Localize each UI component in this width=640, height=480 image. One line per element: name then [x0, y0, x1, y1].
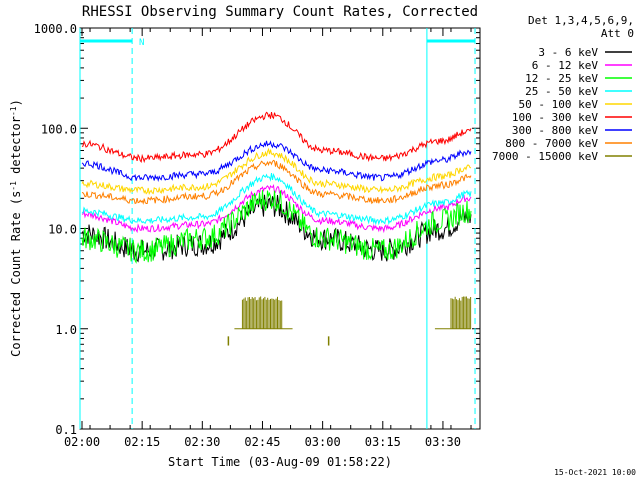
legend-label-7: 800 - 7000 keV: [505, 137, 598, 150]
x-axis-label: Start Time (03-Aug-09 01:58:22): [168, 455, 392, 469]
series-line-3: [81, 172, 472, 226]
series-line-1: [81, 183, 472, 234]
legend-label-3: 25 - 50 keV: [525, 85, 598, 98]
x-tick-label-4: 03:00: [305, 435, 341, 449]
x-tick-label-0: 02:00: [64, 435, 100, 449]
x-tick-label-2: 02:30: [184, 435, 220, 449]
y-tick-label-1: 100.0: [41, 122, 77, 136]
legend-header-2: Att 0: [601, 27, 634, 40]
series-line-0: [81, 194, 472, 263]
chart-title: RHESSI Observing Summary Count Rates, Co…: [82, 4, 478, 20]
legend-label-4: 50 - 100 keV: [519, 98, 599, 111]
y-tick-label-0: 1000.0: [34, 22, 77, 36]
series-layer: [81, 111, 472, 346]
series-line-7: [81, 159, 472, 205]
x-axis: 02:00 02:15 02:30 02:45 03:00 03:15 03:30: [64, 28, 472, 449]
y-tick-label-2: 10.0: [48, 223, 77, 237]
series-line-2: [81, 190, 472, 264]
series-line-6: [81, 140, 472, 182]
series-line-4: [81, 147, 472, 196]
y-tick-label-4: 0.1: [55, 423, 77, 437]
legend-label-8: 7000 - 15000 keV: [492, 150, 598, 163]
legend-label-5: 100 - 300 keV: [512, 111, 598, 124]
x-tick-label-1: 02:15: [124, 435, 160, 449]
y-axis: 1000.0 100.0 10.0 1.0 0.1: [34, 22, 480, 437]
legend-label-0: 3 - 6 keV: [538, 46, 598, 59]
legend-label-1: 6 - 12 keV: [532, 59, 599, 72]
x-tick-label-6: 03:30: [425, 435, 461, 449]
x-tick-label-5: 03:15: [365, 435, 401, 449]
series-line-8: [227, 296, 472, 346]
x-tick-label-3: 02:45: [244, 435, 280, 449]
series-line-5: [81, 111, 472, 164]
footer-date: 15-Oct-2021 10:00: [554, 468, 636, 477]
legend-header-1: Det 1,3,4,5,6,9,: [528, 14, 634, 27]
y-tick-label-3: 1.0: [55, 323, 77, 337]
legend-label-2: 12 - 25 keV: [525, 72, 598, 85]
y-axis-label: Corrected Count Rate (s-1 detector-1): [9, 99, 24, 357]
saa-label: N: [139, 38, 144, 48]
legend-label-6: 300 - 800 keV: [512, 124, 598, 137]
